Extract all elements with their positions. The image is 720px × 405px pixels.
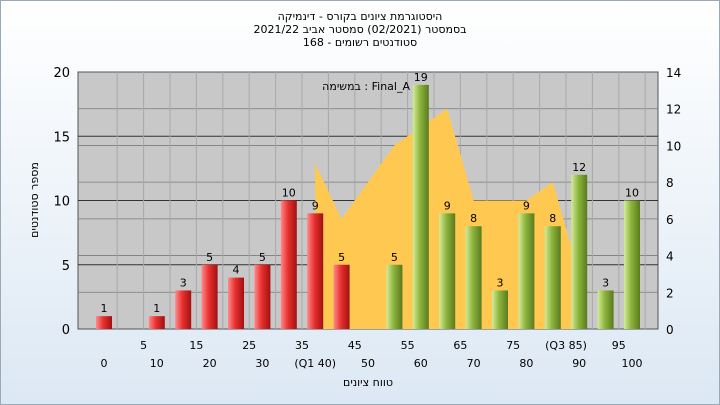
y2-tick-label: 14 <box>666 66 681 80</box>
y2-tick-label: 12 <box>666 103 681 117</box>
histogram-bar <box>96 316 112 329</box>
x-tick-label: 75 <box>506 339 520 352</box>
x-tick-label: (Q1 40) <box>294 357 336 370</box>
histogram-bar <box>280 200 297 329</box>
y-tick-label: 10 <box>53 195 70 210</box>
bar-value-label: 5 <box>259 251 266 264</box>
bar-value-label: 8 <box>470 212 477 225</box>
x-tick-label: 65 <box>453 339 467 352</box>
y-tick-label: 0 <box>62 323 70 338</box>
x-tick-label: 5 <box>140 339 147 352</box>
histogram-bar <box>492 290 508 329</box>
x-tick-label: 45 <box>348 339 362 352</box>
bar-value-label: 5 <box>206 251 213 264</box>
bar-value-label: 1 <box>101 302 108 315</box>
x-tick-label: 55 <box>401 339 415 352</box>
x-tick-label: 20 <box>203 357 217 370</box>
x-tick-label: 0 <box>101 357 108 370</box>
bar-value-label: 3 <box>180 276 187 289</box>
histogram-bar <box>624 200 640 329</box>
histogram-bar <box>597 290 614 329</box>
histogram-bar <box>148 316 165 329</box>
x-tick-label: 70 <box>467 357 481 370</box>
x-tick-label: 15 <box>189 339 203 352</box>
bar-value-label: 9 <box>312 199 319 212</box>
x-tick-label: 80 <box>519 357 533 370</box>
bar-value-label: 10 <box>282 187 296 200</box>
x-tick-label: 95 <box>612 339 626 352</box>
x-tick-label: 10 <box>150 357 164 370</box>
x-tick-label: 35 <box>295 339 309 352</box>
y-tick-label: 20 <box>53 66 70 81</box>
x-tick-label: 90 <box>572 357 586 370</box>
histogram-bar <box>412 84 429 329</box>
bar-value-label: 1 <box>153 302 160 315</box>
y2-tick-label: 8 <box>666 176 674 190</box>
y2-tick-label: 10 <box>666 139 681 153</box>
y2-tick-label: 2 <box>666 286 674 300</box>
y2-tick-label: 0 <box>666 323 674 337</box>
bar-value-label: 19 <box>414 71 428 84</box>
x-tick-label: 100 <box>622 357 643 370</box>
bar-value-label: 9 <box>444 199 451 212</box>
task-annotation: במשימה : Final_A <box>322 80 410 93</box>
bar-value-label: 3 <box>602 276 609 289</box>
histogram-bar <box>333 264 350 329</box>
bar-value-label: 12 <box>572 161 586 174</box>
histogram-bar <box>465 226 482 329</box>
y2-tick-label: 6 <box>666 213 674 227</box>
y2-tick-label: 4 <box>666 250 674 264</box>
chart-subtitle-enrolled: סטודנטים רשומים - 168 <box>302 36 418 49</box>
bar-value-label: 10 <box>625 187 639 200</box>
x-tick-label: 60 <box>414 357 428 370</box>
bar-value-label: 4 <box>233 264 240 277</box>
histogram-bar <box>201 264 218 329</box>
histogram-bar <box>228 277 244 329</box>
y-axis-title: מספר סטודנטים <box>28 162 41 238</box>
histogram-bar <box>307 213 324 329</box>
histogram-bar <box>544 226 561 329</box>
bar-value-label: 5 <box>338 251 345 264</box>
chart-title: היסטוגרמת ציונים בקורס - דינמיקה <box>277 10 443 23</box>
histogram-bar <box>386 264 403 329</box>
histogram-bar <box>571 174 588 329</box>
y-tick-label: 15 <box>53 130 70 145</box>
histogram-bar <box>175 290 192 329</box>
bar-value-label: 9 <box>523 199 530 212</box>
bar-value-label: 3 <box>497 276 504 289</box>
chart-subtitle-semester: בסמסטר (02/2021) סמסטר אביב 2021/22 <box>253 23 467 36</box>
x-axis-title: טווח ציונים <box>343 376 393 389</box>
x-tick-label: (Q3 85) <box>545 339 587 352</box>
x-tick-label: 50 <box>361 357 375 370</box>
histogram-bar <box>518 213 535 329</box>
x-tick-label: 30 <box>255 357 269 370</box>
bar-value-label: 8 <box>549 212 556 225</box>
y-tick-label: 5 <box>62 259 70 274</box>
histogram-bar <box>439 213 456 329</box>
bar-value-label: 5 <box>391 251 398 264</box>
x-tick-label: 25 <box>242 339 256 352</box>
histogram-bar <box>254 264 271 329</box>
